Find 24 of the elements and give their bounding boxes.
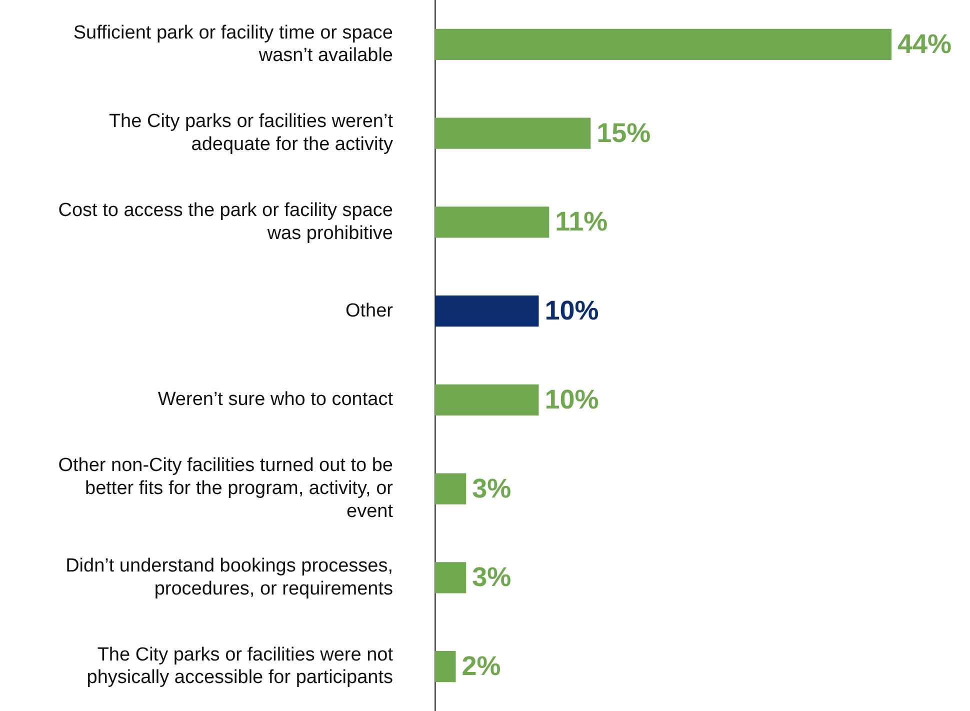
bar	[435, 296, 539, 327]
data-label: 10%	[544, 296, 599, 326]
y-tick-label: Didn’t understand bookings processes, procedures, or requirements	[66, 556, 393, 600]
bar	[435, 473, 466, 504]
bar	[435, 28, 892, 60]
y-tick-label: The City parks or facilities were not physically accessible for participants	[86, 644, 394, 688]
bar	[435, 562, 466, 594]
data-label: 3%	[472, 562, 512, 592]
data-label: 10%	[544, 384, 599, 414]
bar	[435, 206, 550, 238]
bar	[435, 118, 591, 149]
y-tick-label: Other	[345, 300, 394, 322]
data-label: 15%	[596, 118, 651, 148]
y-tick-label: Weren’t sure who to contact	[158, 389, 394, 410]
y-tick-label: The City parks or facilities weren’t adequate for the activity	[108, 111, 394, 155]
data-label: 44%	[898, 28, 952, 59]
bar	[435, 651, 456, 682]
y-tick-label: Cost to access the park or facility space was prohibitive	[58, 200, 393, 244]
data-label: 11%	[555, 206, 608, 237]
y-tick-label: Sufficient park or facility time or space wasn’t available	[73, 22, 393, 66]
y-tick-label: Other non-City facilities turned out to be better fits for the program, activity, or event	[58, 455, 394, 522]
bar	[435, 384, 539, 416]
data-label: 2%	[462, 651, 501, 682]
data-label: 3%	[472, 473, 512, 504]
